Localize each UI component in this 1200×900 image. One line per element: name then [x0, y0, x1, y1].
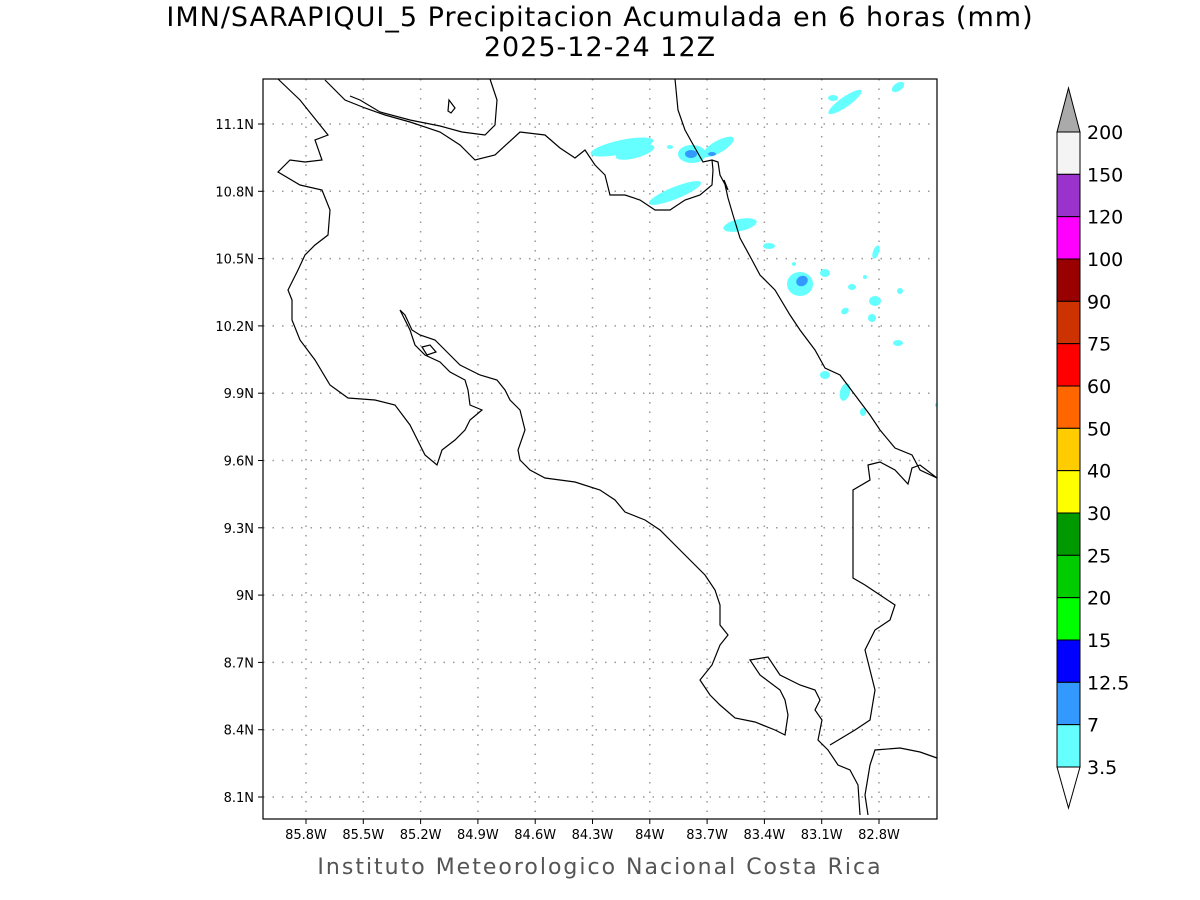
lake-nicaragua-shore	[349, 78, 498, 136]
lon-tick-label: 84.6W	[514, 828, 556, 843]
colorbar-level-label: 25	[1087, 545, 1111, 567]
lon-tick-label: 84.9W	[457, 828, 499, 843]
island	[447, 98, 456, 114]
lon-tick-label: 85.5W	[342, 828, 384, 843]
colorbar-level-label: 3.5	[1087, 757, 1117, 779]
lat-tick-label: 10.5N	[215, 253, 254, 268]
lon-tick-label: 83.4W	[743, 828, 785, 843]
colorbar-box	[1056, 385, 1081, 429]
panama-coastline	[864, 747, 938, 816]
lon-tick-label: 84.3W	[572, 828, 614, 843]
colorbar-level-label: 60	[1087, 376, 1111, 398]
pacific-coastline	[277, 78, 861, 816]
map-subtitle-datetime: 2025-12-24 12Z	[483, 32, 717, 63]
latitude-labels: 11.1N 10.8N 10.5N 10.2N 9.9N 9.6N 9.3N 9N 8.7N 8.…	[215, 118, 263, 806]
lon-tick-label: 83.7W	[686, 828, 728, 843]
panama-border	[829, 461, 938, 746]
lat-tick-label: 8.4N	[224, 724, 254, 739]
precip-3.5-7mm	[590, 81, 937, 416]
caribbean-coastline	[674, 78, 938, 479]
colorbar-level-label: 200	[1087, 122, 1123, 144]
precip-7-12.5mm	[685, 150, 808, 287]
gridlines	[263, 79, 937, 819]
colorbar: 200 150 120 100 90 75 60 50 40 30 25 20 15 12.5 7 3.5	[1056, 86, 1129, 810]
lat-tick-label: 8.7N	[224, 656, 254, 671]
colorbar-box	[1056, 216, 1081, 260]
colorbar-box	[1056, 131, 1081, 175]
colorbar-box	[1056, 343, 1081, 387]
colorbar-level-label: 7	[1087, 715, 1099, 737]
colorbar-box	[1056, 427, 1081, 472]
colorbar-level-label: 15	[1087, 630, 1111, 652]
lon-tick-label: 82.8W	[858, 828, 900, 843]
lon-tick-label: 84W	[635, 828, 665, 843]
map-frame	[262, 78, 938, 820]
colorbar-level-label: 40	[1087, 461, 1111, 483]
lat-tick-label: 10.2N	[215, 320, 254, 335]
colorbar-box	[1056, 258, 1081, 302]
lat-tick-label: 9.9N	[224, 387, 254, 402]
lat-tick-label: 10.8N	[215, 185, 254, 200]
longitude-labels: 85.8W 85.5W 85.2W 84.9W 84.6W 84.3W 84W 83.7W 83…	[285, 819, 900, 843]
colorbar-box	[1056, 512, 1081, 556]
colorbar-box	[1056, 470, 1081, 514]
colorbar-box	[1056, 724, 1081, 768]
colorbar-level-label: 20	[1087, 588, 1111, 610]
lat-tick-label: 8.1N	[224, 791, 254, 806]
colorbar-box	[1056, 300, 1081, 345]
map-title: IMN/SARAPIQUI_5 Precipitacion Acumulada …	[166, 2, 1034, 33]
lon-tick-label: 85.2W	[400, 828, 442, 843]
lat-tick-label: 9N	[236, 589, 254, 604]
colorbar-under-triangle	[1056, 766, 1081, 810]
colorbar-level-label: 75	[1087, 334, 1111, 356]
colorbar-level-label: 100	[1087, 249, 1123, 271]
colorbar-level-label: 50	[1087, 418, 1111, 440]
footer-credit: Instituto Meteorologico Nacional Costa R…	[317, 855, 883, 880]
coastlines-borders	[277, 78, 938, 816]
colorbar-box	[1056, 554, 1081, 599]
colorbar-level-label: 150	[1087, 164, 1123, 186]
lat-tick-label: 9.6N	[224, 455, 254, 470]
colorbar-level-label: 90	[1087, 291, 1111, 313]
colorbar-level-label: 30	[1087, 503, 1111, 525]
colorbar-box	[1056, 597, 1081, 641]
precipitation-shading	[590, 81, 937, 416]
colorbar-over-triangle	[1056, 86, 1081, 133]
lat-tick-label: 11.1N	[215, 118, 254, 133]
colorbar-level-label: 12.5	[1087, 672, 1129, 694]
colorbar-level-label: 120	[1087, 207, 1123, 229]
colorbar-box	[1056, 173, 1081, 218]
lon-tick-label: 83.1W	[801, 828, 843, 843]
small-lake	[421, 344, 438, 356]
nicaragua-border	[324, 79, 714, 211]
colorbar-box	[1056, 639, 1081, 683]
colorbar-box	[1056, 681, 1081, 726]
lat-tick-label: 9.3N	[224, 522, 254, 537]
lon-tick-label: 85.8W	[285, 828, 327, 843]
